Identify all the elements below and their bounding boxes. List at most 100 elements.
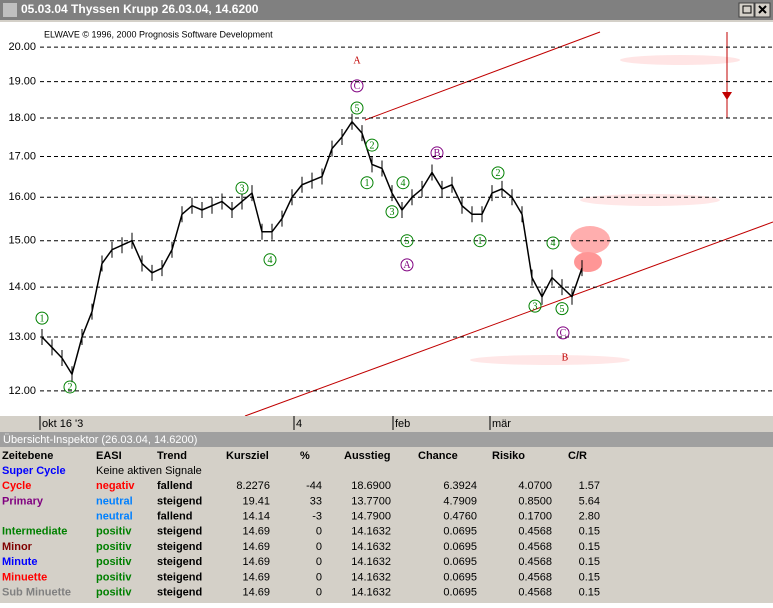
wave-circle [350, 79, 364, 93]
wave-circle [385, 205, 399, 219]
wave-circle [63, 380, 77, 394]
cell: negativ [96, 480, 135, 492]
wave-label: C [560, 328, 567, 339]
cell: steigend [157, 495, 202, 507]
wave-label: 3 [240, 183, 245, 194]
cell: 0.4568 [518, 587, 552, 599]
y-tick-label: 18.00 [8, 112, 36, 124]
row-name: Primary [2, 495, 44, 507]
column-header: C/R [568, 450, 587, 462]
title-bar [0, 0, 773, 20]
cell: 0.4568 [518, 541, 552, 553]
cell: 14.1632 [351, 571, 391, 583]
wave-circle [360, 176, 374, 190]
close-icon [758, 5, 767, 14]
cell: 14.69 [242, 541, 270, 553]
y-tick-label: 13.00 [8, 331, 36, 343]
wave-circle [235, 181, 249, 195]
cell: 14.69 [242, 526, 270, 538]
cell: 0.4568 [518, 571, 552, 583]
x-tick-label: mär [492, 418, 511, 430]
arrow-head [722, 92, 732, 100]
wave-label: A [353, 55, 361, 66]
heat-spot [574, 252, 602, 272]
wave-label: 5 [355, 103, 360, 114]
y-tick-label: 14.00 [8, 281, 36, 293]
cell: fallend [157, 511, 192, 523]
cell: 14.69 [242, 571, 270, 583]
column-header: EASI [96, 450, 122, 462]
wave-circle [491, 166, 505, 180]
wave-circle [473, 234, 487, 248]
maximize-icon [742, 5, 752, 14]
cell: 0 [316, 526, 322, 538]
cell: 0.15 [579, 526, 600, 538]
x-axis-strip [0, 416, 773, 430]
heat-spot [620, 55, 740, 65]
wave-circle [528, 299, 542, 313]
cell: 14.1632 [351, 556, 391, 568]
wave-circle [365, 138, 379, 152]
wave-circle [546, 236, 560, 250]
cell: 0.4568 [518, 526, 552, 538]
wave-label: 5 [405, 236, 410, 247]
cell: steigend [157, 556, 202, 568]
chart-area [0, 22, 773, 430]
cell: steigend [157, 526, 202, 538]
column-header: Risiko [492, 450, 525, 462]
cell: 0.0695 [443, 587, 477, 599]
column-header: Ausstieg [344, 450, 390, 462]
cell: 19.41 [242, 495, 270, 507]
wave-circle [263, 253, 277, 267]
wave-label: B [434, 148, 441, 159]
cell: 0.15 [579, 587, 600, 599]
column-header: Kursziel [226, 450, 269, 462]
wave-label: 4 [401, 178, 406, 189]
wave-circle [400, 258, 414, 272]
cell: positiv [96, 556, 132, 568]
row-name: Minor [2, 541, 33, 553]
y-tick-label: 20.00 [8, 41, 36, 53]
cell: steigend [157, 571, 202, 583]
y-tick-label: 17.00 [8, 150, 36, 162]
wave-label: 3 [533, 301, 538, 312]
cell: 33 [310, 495, 322, 507]
cell: positiv [96, 571, 132, 583]
cell: 0.1700 [518, 511, 552, 523]
wave-label: 2 [496, 168, 501, 179]
column-header: Trend [157, 450, 187, 462]
wave-label: C [354, 81, 361, 92]
row-name: Cycle [2, 480, 31, 492]
cell: steigend [157, 587, 202, 599]
cell: 14.1632 [351, 526, 391, 538]
x-tick-label: 4 [296, 418, 302, 430]
cell: 14.14 [242, 511, 270, 523]
cell: 0.15 [579, 556, 600, 568]
inspector-title: Übersicht-Inspektor (26.03.04, 14.6200) [3, 434, 197, 446]
cell: 0.0695 [443, 556, 477, 568]
cell: 6.3924 [443, 480, 477, 492]
plot: 12.00 13.00 14.00 15.00 16.00 17.00 18.00 19.00… [8, 41, 773, 430]
y-tick-label: 16.00 [8, 191, 36, 203]
heat-spot [570, 226, 610, 254]
wave-circle [400, 234, 414, 248]
cell: -44 [306, 480, 322, 492]
cell: 14.7900 [351, 511, 391, 523]
cell: 0 [316, 556, 322, 568]
row-name: Minute [2, 556, 37, 568]
cell: 0.15 [579, 541, 600, 553]
cell: steigend [157, 541, 202, 553]
y-tick-label: 19.00 [8, 76, 36, 88]
heat-spot [580, 194, 720, 206]
maximize-button[interactable] [738, 2, 755, 18]
trend-line [244, 221, 773, 417]
window-title: 05.03.04 Thyssen Krupp 26.03.04, 14.6200 [21, 2, 259, 16]
column-header: Zeitebene [2, 450, 53, 462]
cell: 0.15 [579, 571, 600, 583]
y-tick-label: 15.00 [8, 235, 36, 247]
cell: Keine aktiven Signale [96, 465, 202, 477]
wave-label: 1 [365, 178, 370, 189]
app-icon [3, 3, 17, 17]
heat-spot [470, 355, 630, 365]
wave-circle [556, 326, 570, 340]
